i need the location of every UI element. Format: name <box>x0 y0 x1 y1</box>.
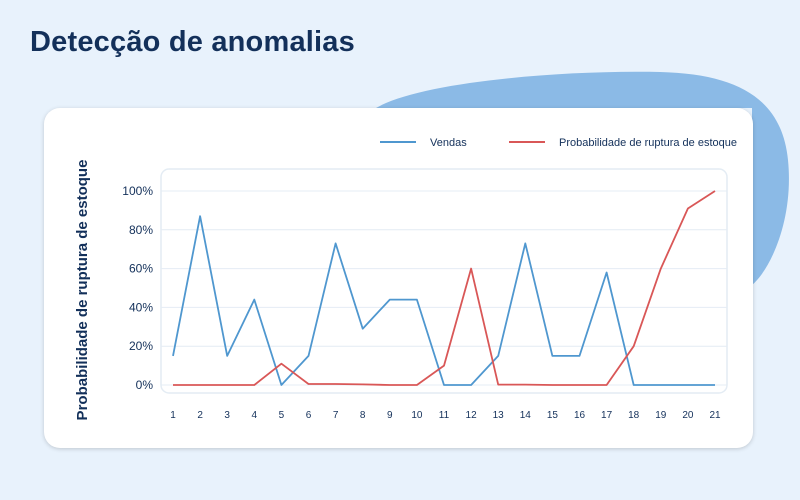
x-tick-label: 4 <box>252 410 258 421</box>
plot-frame <box>160 168 728 394</box>
chart-card: 0% 20% 40% 60% 80% 100% 1 2 3 4 5 6 7 8 9 10 11 12 13 14 15… <box>44 108 753 448</box>
y-tick-label: 40% <box>129 300 153 314</box>
x-tick-label: 1 <box>170 410 176 421</box>
legend: Vendas Probabilidade de ruptura de estoqu… <box>380 137 737 149</box>
x-tick-label: 10 <box>411 410 423 421</box>
x-tick-label: 5 <box>279 410 285 421</box>
x-tick-label: 17 <box>601 410 613 421</box>
x-tick-label: 11 <box>439 410 450 421</box>
x-tick-label: 2 <box>197 410 203 421</box>
y-tick-label: 20% <box>129 339 153 353</box>
y-axis-label: Probabilidade de ruptura de estoque <box>74 160 91 421</box>
y-tick-label: 0% <box>136 378 154 392</box>
x-tick-label: 6 <box>306 410 312 421</box>
line-chart: 0%20%40%60%80%100% 1 2 3 4 5 6 7 8 9 10 11 12 13 14 15… <box>74 137 737 421</box>
x-tick-label: 18 <box>628 410 640 421</box>
legend-label-1: Probabilidade de ruptura de estoque <box>559 137 737 149</box>
x-tick-label: 8 <box>360 410 366 421</box>
y-tick-label: 100% <box>122 184 153 198</box>
x-tick-label: 16 <box>574 410 586 421</box>
x-tick-label: 19 <box>655 410 667 421</box>
x-tick-label: 15 <box>547 410 559 421</box>
page-title: Detecção de anomalias <box>30 26 355 58</box>
legend-label-0: Vendas <box>430 137 467 149</box>
y-tick-label: 80% <box>129 223 153 237</box>
x-tick-label: 12 <box>466 410 478 421</box>
x-tick-label: 7 <box>333 410 339 421</box>
series-line-0 <box>172 215 715 386</box>
x-tick-label: 14 <box>520 410 532 421</box>
x-tick-label: 13 <box>493 410 505 421</box>
series <box>172 190 716 386</box>
grid <box>160 168 728 394</box>
y-tick-label: 60% <box>129 262 153 276</box>
series-line-1 <box>173 190 716 386</box>
x-tick-label: 20 <box>682 410 694 421</box>
x-tick-label: 3 <box>224 410 230 421</box>
x-tick-label: 9 <box>387 410 393 421</box>
x-axis: 1 2 3 4 5 6 7 8 9 10 11 12 13 14 15 16 17 18 19 20 21 <box>170 410 721 421</box>
x-tick-label: 21 <box>709 410 721 421</box>
y-axis: 0% 20% 40% 60% 80% 100% <box>122 184 153 392</box>
